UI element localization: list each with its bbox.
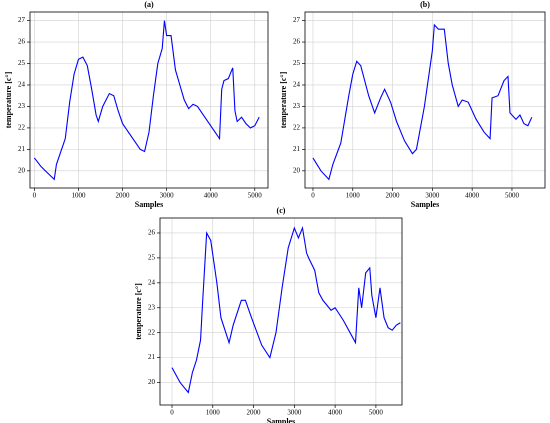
x-tick-label: 2000	[247, 409, 262, 417]
x-tick-label: 1000	[71, 192, 86, 200]
y-axis-label: temperature [c°]	[279, 71, 288, 128]
x-tick-label: 3000	[287, 409, 302, 417]
y-tick-label: 21	[18, 145, 26, 153]
x-axis-label: Samples	[135, 200, 163, 209]
y-tick-label: 21	[148, 353, 156, 361]
x-tick-label: 5000	[369, 409, 384, 417]
data-line	[312, 23, 533, 181]
y-axis-label: temperature [c°]	[134, 283, 143, 340]
y-axis-label: temperature [c°]	[4, 71, 13, 128]
plot-frame	[304, 11, 546, 189]
x-tick-label: 5000	[505, 192, 520, 200]
x-tick-label: 2000	[116, 192, 131, 200]
x-tick-label: 2000	[386, 192, 401, 200]
subplot: 0 1000 2000 3000 4000 5000 20 21 22 23 24 25 26 (c) Sa…	[134, 206, 403, 423]
x-tick-label: 3000	[160, 192, 175, 200]
subplot: 0 1000 2000 3000 4000 5000 20 21 22 23 24 25 26 27 (b)…	[279, 0, 546, 209]
x-tick-label: 1000	[346, 192, 361, 200]
x-axis-label: Samples	[411, 200, 439, 209]
y-tick-label: 23	[18, 102, 26, 110]
y-tick-label: 24	[293, 81, 301, 89]
y-tick-label: 26	[293, 38, 301, 46]
y-tick-label: 26	[18, 38, 26, 46]
chart-title: (b)	[420, 0, 430, 9]
x-tick-label: 0	[170, 409, 174, 417]
y-tick-label: 22	[148, 328, 156, 336]
y-tick-label: 20	[148, 378, 156, 386]
x-tick-label: 4000	[465, 192, 480, 200]
x-tick-label: 5000	[248, 192, 263, 200]
subplot: 0 1000 2000 3000 4000 5000 20 21 22 23 24 25 26 27 (a)…	[4, 0, 269, 209]
x-tick-label: 0	[311, 192, 315, 200]
y-tick-label: 22	[18, 124, 26, 132]
y-tick-label: 23	[148, 303, 156, 311]
x-axis-label: Samples	[267, 417, 295, 423]
y-tick-label: 23	[293, 102, 301, 110]
y-tick-label: 25	[18, 59, 26, 67]
y-tick-label: 24	[148, 278, 156, 286]
x-tick-label: 0	[33, 192, 37, 200]
y-tick-label: 20	[18, 166, 26, 174]
y-tick-label: 24	[18, 81, 26, 89]
x-tick-label: 3000	[425, 192, 440, 200]
y-tick-label: 25	[293, 59, 301, 67]
data-line	[171, 225, 401, 394]
y-tick-label: 27	[293, 16, 301, 24]
chart-title: (a)	[144, 0, 154, 9]
y-tick-label: 21	[293, 145, 301, 153]
plot-frame	[159, 217, 403, 406]
x-tick-label: 4000	[328, 409, 343, 417]
y-tick-label: 20	[293, 166, 301, 174]
y-tick-label: 22	[293, 124, 301, 132]
y-tick-label: 26	[148, 229, 156, 237]
y-tick-label: 27	[18, 16, 26, 24]
x-tick-label: 4000	[204, 192, 219, 200]
y-tick-label: 25	[148, 254, 156, 262]
chart-title: (c)	[277, 206, 286, 215]
plot-frame	[29, 11, 269, 189]
x-tick-label: 1000	[206, 409, 221, 417]
data-line	[33, 20, 260, 181]
